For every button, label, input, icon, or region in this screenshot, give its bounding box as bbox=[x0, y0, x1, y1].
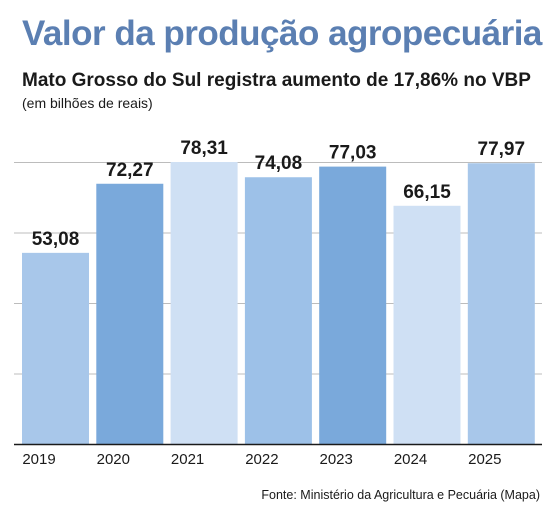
data-label: 78,31 bbox=[180, 138, 228, 159]
data-label: 66,15 bbox=[403, 182, 451, 203]
chart-title: Valor da produção agropecuária bbox=[22, 14, 542, 53]
data-label: 77,03 bbox=[329, 143, 377, 164]
unit-label: (em bilhões de reais) bbox=[22, 95, 153, 111]
bar bbox=[319, 166, 387, 444]
bar bbox=[244, 177, 312, 444]
data-label: 77,97 bbox=[478, 139, 526, 160]
bar bbox=[170, 162, 238, 444]
bar bbox=[393, 205, 461, 444]
x-tick-label: 2024 bbox=[394, 451, 427, 468]
data-label: 53,08 bbox=[32, 229, 80, 250]
x-tick-label: 2022 bbox=[245, 451, 278, 468]
bar bbox=[22, 252, 89, 444]
x-tick-label: 2025 bbox=[468, 451, 501, 468]
data-label: 72,27 bbox=[106, 160, 154, 181]
x-tick-label: 2020 bbox=[97, 451, 130, 468]
x-tick-label: 2021 bbox=[171, 451, 204, 468]
bar bbox=[467, 163, 535, 444]
bar bbox=[96, 183, 164, 444]
source-note: Fonte: Ministério da Agricultura e Pecuá… bbox=[261, 488, 540, 502]
x-tick-label: 2019 bbox=[22, 451, 55, 468]
x-tick-label: 2023 bbox=[320, 451, 353, 468]
data-label: 74,08 bbox=[255, 153, 303, 174]
chart-subtitle: Mato Grosso do Sul registra aumento de 1… bbox=[22, 70, 531, 91]
